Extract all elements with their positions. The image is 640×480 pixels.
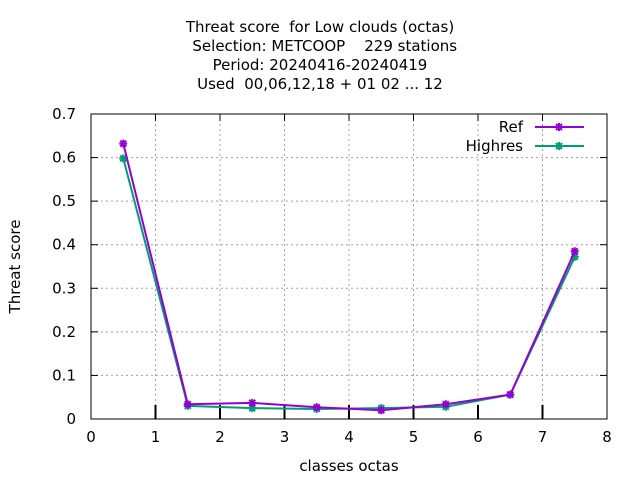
plot-frame bbox=[90, 113, 608, 420]
data-point-ref bbox=[570, 247, 579, 256]
data-point-ref bbox=[119, 139, 128, 148]
data-point-ref bbox=[183, 400, 192, 409]
series-line-ref bbox=[122, 143, 576, 412]
legend-marker-highres bbox=[555, 142, 563, 150]
data-point-ref bbox=[312, 403, 321, 412]
y-tick-label: 0.3 bbox=[52, 279, 76, 297]
legend-label-ref: Ref bbox=[499, 118, 524, 136]
series bbox=[119, 139, 579, 415]
y-tick-label: 0.4 bbox=[52, 236, 76, 254]
chart-title-line-1: Threat score for Low clouds (octas) bbox=[185, 18, 455, 36]
data-point-ref bbox=[441, 400, 450, 409]
chart-title-line-2: Selection: METCOOP 229 stations bbox=[182, 37, 458, 55]
legend-label-highres: Highres bbox=[466, 137, 524, 155]
y-tick-label: 0 bbox=[66, 410, 76, 428]
x-tick-label: 8 bbox=[602, 428, 612, 446]
x-tick-label: 6 bbox=[473, 428, 483, 446]
y-tick-label: 0.2 bbox=[52, 323, 76, 341]
data-point-ref bbox=[506, 390, 515, 399]
x-tick-label: 4 bbox=[344, 428, 354, 446]
chart-title-line-3: Period: 20240416-20240419 bbox=[212, 56, 428, 74]
data-point-ref bbox=[248, 398, 257, 407]
legend-marker-ref bbox=[555, 123, 563, 131]
x-tick-label: 0 bbox=[86, 428, 96, 446]
x-tick-label: 5 bbox=[409, 428, 419, 446]
grid bbox=[91, 114, 607, 419]
axis-labels: 0 1 2 3 4 5 6 7 8 0 0.1 0.2 0.3 0.4 0.5 0.6 0.7 bbox=[52, 105, 612, 446]
y-tick-label: 0.6 bbox=[52, 149, 76, 167]
x-tick-label: 3 bbox=[280, 428, 290, 446]
x-tick-label: 1 bbox=[151, 428, 161, 446]
y-tick-label: 0.1 bbox=[52, 366, 76, 384]
y-tick-label: 0.7 bbox=[52, 105, 76, 123]
x-tick-label: 7 bbox=[538, 428, 548, 446]
y-tick-label: 0.5 bbox=[52, 192, 76, 210]
x-axis-label: classes octas bbox=[299, 457, 399, 475]
chart-title-line-4: Used 00,06,12,18 + 01 02 ... 12 bbox=[197, 75, 443, 93]
y-axis-label: Threat score bbox=[6, 220, 24, 315]
x-tick-label: 2 bbox=[215, 428, 225, 446]
data-point-highres bbox=[119, 154, 128, 163]
data-point-ref bbox=[377, 406, 386, 415]
